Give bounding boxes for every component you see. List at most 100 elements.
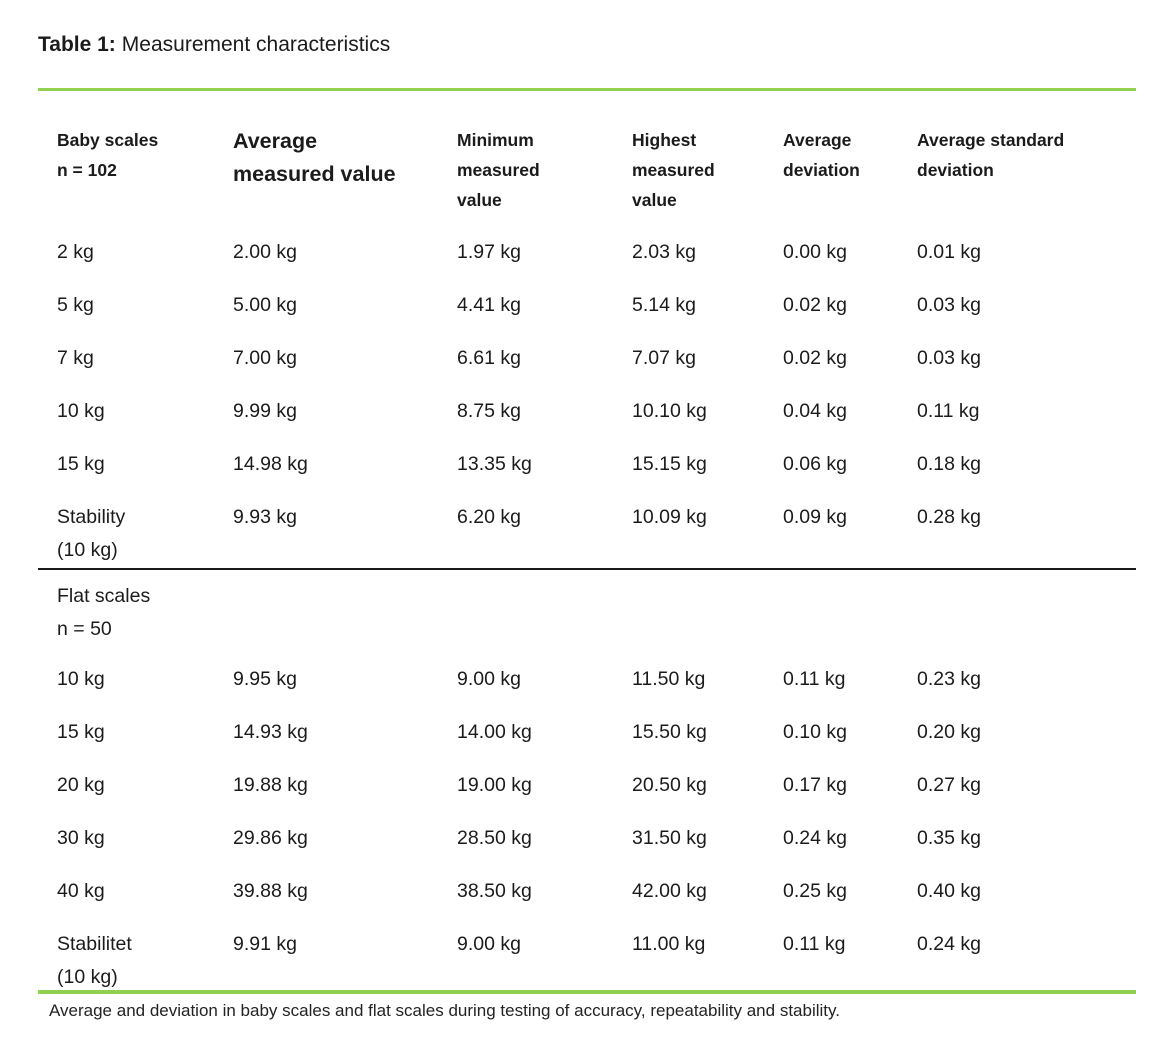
table-cell: 9.00 kg	[457, 933, 521, 955]
table-cell: 0.11 kg	[783, 668, 846, 690]
table-cell: 7 kg	[57, 347, 94, 369]
table-cell: 19.00 kg	[457, 774, 532, 796]
header-row: Baby scales n = 102 Average measured valu…	[38, 91, 1136, 236]
table-cell: 0.10 kg	[783, 721, 847, 743]
flat-scales-section-label: Flat scales n = 50	[57, 585, 151, 640]
table-row: 20 kg 19.88 kg 19.00 kg 20.50 kg 0.17 kg 0.27…	[38, 769, 1136, 822]
table-cell: 40 kg	[57, 880, 105, 902]
table-cell: 0.20 kg	[917, 721, 981, 743]
table-row: 40 kg 39.88 kg 38.50 kg 42.00 kg 0.25 kg 0.40…	[38, 875, 1136, 928]
table-cell: 9.93 kg	[233, 506, 297, 528]
column-header: Highest measured value	[632, 130, 715, 210]
table-cell: 9.99 kg	[233, 400, 297, 422]
table-cell: 19.88 kg	[233, 774, 308, 796]
table-row: 5 kg 5.00 kg 4.41 kg 5.14 kg 0.02 kg 0.03 kg	[38, 289, 1136, 342]
table-cell: 14.93 kg	[233, 721, 308, 743]
table-cell: 2.00 kg	[233, 241, 297, 263]
table-cell: 4.41 kg	[457, 294, 521, 316]
table-cell: 0.02 kg	[783, 347, 847, 369]
table-cell: 0.02 kg	[783, 294, 847, 316]
table-row: Stability (10 kg) 9.93 kg 6.20 kg 10.09 kg 0…	[38, 501, 1136, 568]
bottom-rule	[38, 990, 1136, 994]
table-cell: 0.09 kg	[783, 506, 847, 528]
table-cell: 13.35 kg	[457, 453, 532, 475]
table-cell: 11.50 kg	[632, 668, 706, 690]
table-cell: 0.11 kg	[917, 400, 980, 422]
column-header: Average deviation	[783, 130, 860, 180]
flat-scales-label-row: Flat scales n = 50	[38, 570, 1136, 663]
table-cell: 0.24 kg	[783, 827, 847, 849]
table-cell: Stabilitet (10 kg)	[57, 933, 132, 988]
table-cell: 5.14 kg	[632, 294, 696, 316]
table-cell: 11.00 kg	[632, 933, 706, 955]
table-cell: 20 kg	[57, 774, 105, 796]
column-header: Baby scales n = 102	[57, 130, 159, 180]
table-cell: 0.00 kg	[783, 241, 847, 263]
table-cell: 31.50 kg	[632, 827, 707, 849]
table-row: Stabilitet (10 kg) 9.91 kg 9.00 kg 11.00 kg…	[38, 928, 1136, 990]
table-cell: 6.20 kg	[457, 506, 521, 528]
table-cell: 2 kg	[57, 241, 94, 263]
table-cell: Stability (10 kg)	[57, 506, 126, 561]
table-cell: 15.50 kg	[632, 721, 707, 743]
table-cell: 20.50 kg	[632, 774, 707, 796]
table-cell: 2.03 kg	[632, 241, 696, 263]
table-cell: 42.00 kg	[632, 880, 707, 902]
table-cell: 10 kg	[57, 668, 105, 690]
table-cell: 0.01 kg	[917, 241, 981, 263]
table-title: Table 1: Measurement characteristics	[38, 32, 390, 58]
table-cell: 8.75 kg	[457, 400, 521, 422]
table-cell: 0.04 kg	[783, 400, 847, 422]
table-cell: 0.25 kg	[783, 880, 847, 902]
table-cell: 0.03 kg	[917, 347, 981, 369]
table-row: 30 kg 29.86 kg 28.50 kg 31.50 kg 0.24 kg 0.35…	[38, 822, 1136, 875]
table-cell: 6.61 kg	[457, 347, 521, 369]
table-cell: 1.97 kg	[457, 241, 521, 263]
table-cell: 10.10 kg	[632, 400, 707, 422]
table-cell: 0.06 kg	[783, 453, 847, 475]
table-caption: Average and deviation in baby scales and…	[49, 1001, 840, 1020]
table-cell: 10.09 kg	[632, 506, 707, 528]
top-rule	[38, 88, 1136, 91]
table-cell: 0.11 kg	[783, 933, 846, 955]
table-cell: 0.18 kg	[917, 453, 981, 475]
table-cell: 14.98 kg	[233, 453, 308, 475]
table-cell: 0.27 kg	[917, 774, 981, 796]
table-cell: 9.95 kg	[233, 668, 297, 690]
table-row: 10 kg 9.95 kg 9.00 kg 11.50 kg 0.11 kg 0.23 k…	[38, 663, 1136, 716]
table-cell: 15 kg	[57, 721, 105, 743]
table-row: 2 kg 2.00 kg 1.97 kg 2.03 kg 0.00 kg 0.01 kg	[38, 236, 1136, 289]
table-cell: 0.17 kg	[783, 774, 847, 796]
baby-scales-section: 2 kg 2.00 kg 1.97 kg 2.03 kg 0.00 kg 0.01 kg 5…	[38, 236, 1136, 568]
table-cell: 39.88 kg	[233, 880, 308, 902]
table-cell: 30 kg	[57, 827, 105, 849]
table-cell: 0.24 kg	[917, 933, 981, 955]
table-row: 10 kg 9.99 kg 8.75 kg 10.10 kg 0.04 kg 0.11 k…	[38, 395, 1136, 448]
table-row: 15 kg 14.98 kg 13.35 kg 15.15 kg 0.06 kg 0.18…	[38, 448, 1136, 501]
table-cell: 0.40 kg	[917, 880, 981, 902]
table-cell: 38.50 kg	[457, 880, 532, 902]
table-title-label: Table 1:	[38, 33, 116, 56]
table-cell: 15 kg	[57, 453, 105, 475]
table-cell: 28.50 kg	[457, 827, 532, 849]
measurement-table: Baby scales n = 102 Average measured valu…	[38, 88, 1136, 994]
table-cell: 15.15 kg	[632, 453, 707, 475]
table-cell: 0.23 kg	[917, 668, 981, 690]
table-cell: 7.00 kg	[233, 347, 297, 369]
table-cell: 0.03 kg	[917, 294, 981, 316]
table-cell: 14.00 kg	[457, 721, 532, 743]
flat-scales-section: 10 kg 9.95 kg 9.00 kg 11.50 kg 0.11 kg 0.23 k…	[38, 663, 1136, 990]
column-header: Minimum measured value	[457, 130, 540, 210]
table-row: 7 kg 7.00 kg 6.61 kg 7.07 kg 0.02 kg 0.03 kg	[38, 342, 1136, 395]
table-cell: 5 kg	[57, 294, 94, 316]
table-cell: 29.86 kg	[233, 827, 308, 849]
table-cell: 0.35 kg	[917, 827, 981, 849]
table-cell: 0.28 kg	[917, 506, 981, 528]
column-header: Average measured value	[233, 129, 396, 186]
column-header: Average standard deviation	[917, 130, 1065, 180]
section-divider-rule	[38, 568, 1136, 570]
table-cell: 7.07 kg	[632, 347, 696, 369]
table-cell: 9.91 kg	[233, 933, 297, 955]
table-cell: 9.00 kg	[457, 668, 521, 690]
